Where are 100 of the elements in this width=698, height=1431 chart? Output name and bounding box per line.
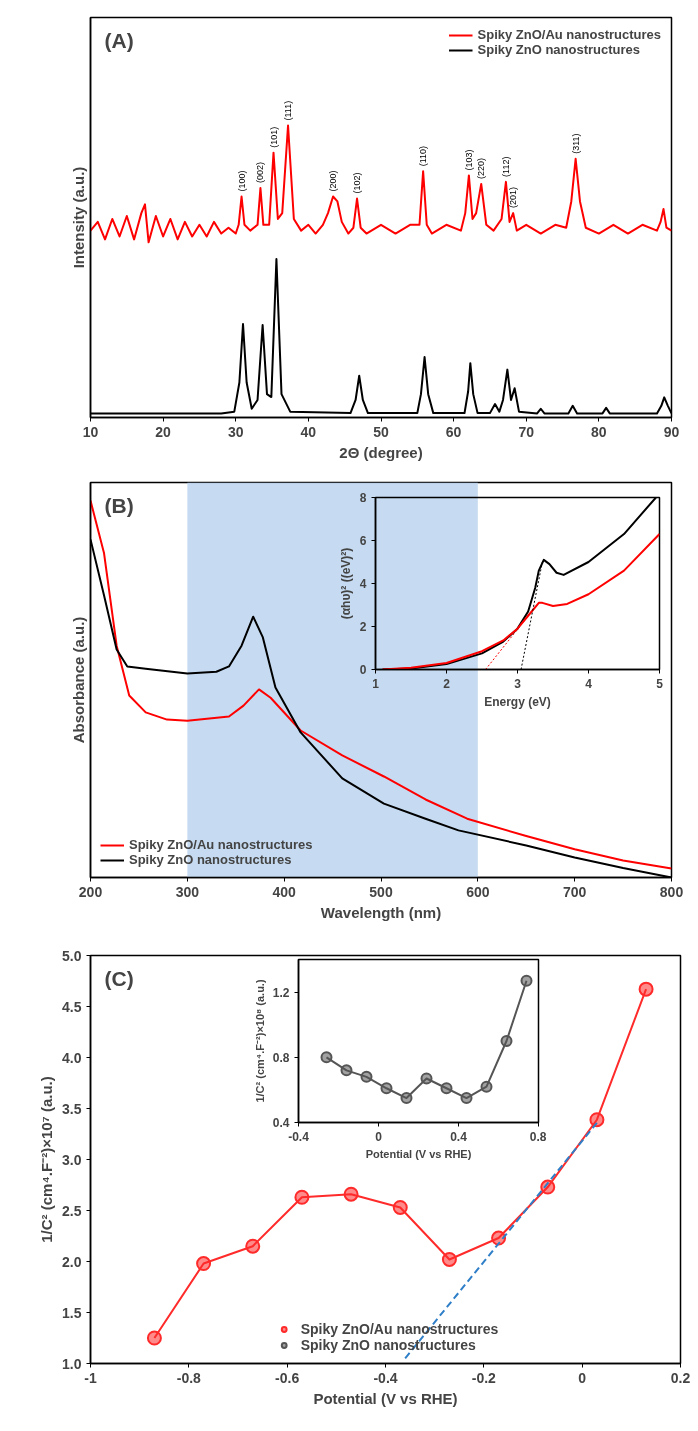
- annotation: (102): [352, 172, 363, 194]
- x-tick-label: -0.4: [373, 1369, 398, 1386]
- x-tick-label: 200: [78, 883, 103, 900]
- x-tick-label: 0.8: [529, 1129, 547, 1144]
- x-tick-label: 70: [518, 423, 535, 440]
- x-tick-label: 4: [585, 676, 593, 691]
- x-tick-label: 3: [514, 676, 522, 691]
- y-tick-label: 3.5: [62, 1100, 82, 1117]
- point: [420, 1072, 433, 1085]
- x-tick-label: 80: [591, 423, 607, 440]
- y-tick-label: 2.5: [62, 1202, 82, 1219]
- x-tick-label: -0.2: [471, 1369, 497, 1386]
- y-tick-label: 3.0: [62, 1151, 82, 1168]
- x-tick-label: 30: [227, 423, 244, 440]
- y-tick-label: 5.0: [62, 947, 82, 964]
- point: [400, 1092, 413, 1105]
- point: [441, 1251, 457, 1267]
- annotation: (200): [328, 170, 339, 192]
- point: [480, 1080, 493, 1093]
- legend-label: Spiky ZnO/Au nanostructures: [300, 1321, 499, 1337]
- x-axis-title: 2Θ (degree): [339, 443, 423, 461]
- legend-label: Spiky ZnO/Au nanostructures: [477, 27, 661, 42]
- text: (C): [104, 966, 134, 990]
- point: [294, 1189, 310, 1205]
- point: [380, 1082, 393, 1095]
- legend-label: Spiky ZnO nanostructures: [477, 42, 641, 57]
- x-axis-title: Energy (eV): [484, 694, 551, 709]
- y-tick-label: 4.0: [62, 1049, 82, 1066]
- legend-label: Spiky ZnO nanostructures: [129, 852, 292, 867]
- x-tick-label: 0: [578, 1369, 587, 1386]
- y-axis-title: Absorbance (a.u.): [69, 616, 87, 744]
- annotation: (201): [508, 187, 519, 209]
- annotation: (101): [268, 126, 279, 148]
- annotation: (103): [463, 149, 474, 171]
- point: [520, 974, 533, 987]
- y-tick-label: 2: [359, 620, 367, 634]
- y-tick-label: 0: [359, 663, 367, 677]
- x-tick-label: 60: [445, 423, 462, 440]
- point: [360, 1070, 373, 1083]
- y-tick-label: 1.2: [272, 985, 290, 1000]
- x-tick-label: 20: [155, 423, 172, 440]
- x-tick-label: 500: [369, 883, 393, 900]
- x-tick-label: -0.4: [288, 1129, 310, 1144]
- x-tick-label: 0.2: [670, 1369, 691, 1386]
- y-axis-title: 1/C² (cm⁴.F⁻²)×10⁸ (a.u.): [253, 979, 266, 1103]
- point: [460, 1092, 473, 1105]
- x-tick-label: 400: [272, 883, 297, 900]
- x-axis-title: Wavelength (nm): [320, 903, 442, 921]
- annotation: (112): [500, 156, 511, 177]
- x-tick-label: 5: [656, 676, 664, 691]
- point: [146, 1330, 162, 1346]
- x-tick-label: -0.6: [275, 1369, 300, 1386]
- y-tick-label: 4: [359, 577, 367, 591]
- x-tick-label: -0.8: [176, 1369, 202, 1386]
- y-tick-label: 0.4: [272, 1116, 290, 1130]
- x-tick-label: 40: [300, 423, 317, 440]
- annotation: (100): [236, 170, 247, 192]
- point: [245, 1238, 261, 1254]
- point: [500, 1035, 513, 1047]
- y-axis-title: Intensity (a.u.): [69, 166, 87, 269]
- point: [440, 1082, 453, 1095]
- x-tick-label: 700: [562, 883, 587, 900]
- x-axis-title: Potential (V vs RHE): [365, 1147, 472, 1160]
- legend-label: Spiky ZnO/Au nanostructures: [129, 837, 313, 852]
- y-tick-label: 4.5: [62, 998, 82, 1015]
- y-axis-title: 1/C² (cm⁴.F⁻²)×10⁷ (a.u.): [38, 1076, 56, 1243]
- chart-title: (B): [104, 493, 134, 517]
- chart-title: (A): [104, 28, 134, 52]
- y-tick-label: 8: [359, 491, 367, 505]
- x-tick-label: 10: [82, 423, 99, 440]
- y-tick-label: 6: [359, 534, 367, 548]
- x-tick-label: 0.4: [450, 1129, 468, 1144]
- line-series: [381, 533, 660, 670]
- x-tick-label: 2: [443, 676, 451, 691]
- x-tick-label: 800: [659, 883, 684, 900]
- x-tick-label: 300: [175, 883, 200, 900]
- x-tick-label: 90: [663, 423, 680, 440]
- y-tick-label: 1.0: [62, 1355, 82, 1372]
- y-tick-label: 1.5: [62, 1304, 82, 1321]
- x-axis-title: Potential (V vs RHE): [313, 1389, 458, 1407]
- point: [589, 1112, 605, 1128]
- point: [343, 1186, 359, 1202]
- point: [392, 1199, 408, 1215]
- x-tick-label: -1: [84, 1369, 97, 1386]
- point: [196, 1256, 212, 1272]
- annotation: (311): [570, 133, 581, 154]
- x-tick-label: 1: [372, 676, 380, 691]
- point: [638, 981, 654, 997]
- x-tick-label: 50: [373, 423, 389, 440]
- x-tick-label: 0: [375, 1129, 383, 1144]
- y-tick-label: 2.0: [62, 1253, 82, 1270]
- annotation: (111): [283, 100, 294, 121]
- annotation: (220): [476, 157, 487, 179]
- y-axis-title: (αhυ)² ((eV)²): [338, 547, 353, 620]
- x-tick-label: 600: [466, 883, 490, 900]
- annotation: (002): [255, 162, 266, 184]
- y-tick-label: 0.8: [272, 1050, 290, 1065]
- point: [320, 1051, 333, 1064]
- annotation: (110): [418, 146, 429, 167]
- legend-label: Spiky ZnO nanostructures: [300, 1337, 476, 1353]
